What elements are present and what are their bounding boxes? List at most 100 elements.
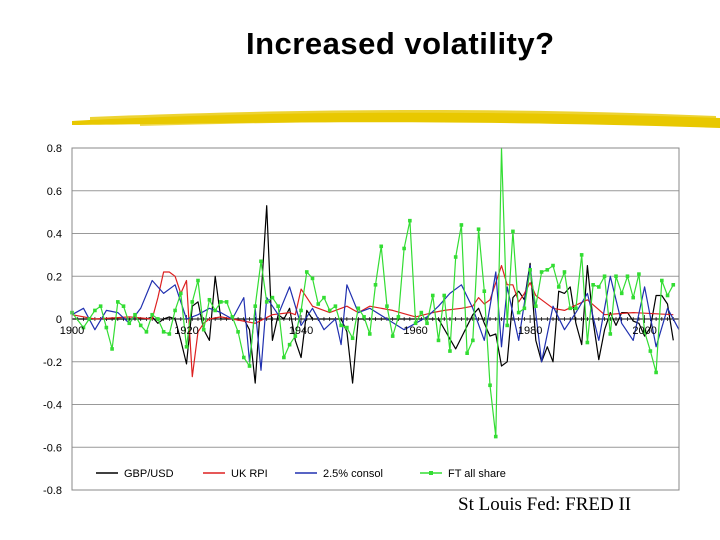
title-underline-stroke-3 xyxy=(140,116,700,127)
plot-border xyxy=(71,147,680,491)
source-note: St Louis Fed: FRED II xyxy=(458,494,632,515)
data-point xyxy=(619,291,624,296)
data-point xyxy=(207,297,212,302)
data-point xyxy=(511,229,515,234)
y-tick-label: -0.6 xyxy=(43,442,62,454)
data-point xyxy=(230,315,235,319)
data-point xyxy=(241,355,246,360)
data-point xyxy=(539,270,544,274)
legend-item-ft-all-share: FT all share xyxy=(420,468,506,480)
data-point xyxy=(545,268,550,272)
data-point xyxy=(173,308,177,313)
data-point xyxy=(579,253,584,257)
data-point xyxy=(144,330,149,334)
data-point xyxy=(270,295,275,300)
y-tick-label: 0 xyxy=(56,314,62,326)
data-point xyxy=(671,283,676,287)
data-point xyxy=(471,338,475,343)
legend-label: GBP/USD xyxy=(124,468,174,480)
data-point xyxy=(253,304,258,308)
data-point xyxy=(201,327,206,332)
data-point xyxy=(236,330,240,334)
data-point xyxy=(574,306,578,311)
plot-border-layer xyxy=(71,147,680,491)
data-point xyxy=(98,304,103,308)
data-point xyxy=(402,246,406,251)
data-point xyxy=(408,218,412,223)
series-line-2-5-consol xyxy=(71,265,680,371)
y-tick-label: 0.8 xyxy=(47,143,62,155)
data-point xyxy=(556,285,561,289)
data-point xyxy=(104,325,109,330)
y-tick-label: 0.2 xyxy=(47,271,62,283)
data-point xyxy=(224,300,229,304)
data-point xyxy=(293,334,298,338)
data-point xyxy=(534,304,538,308)
data-point xyxy=(390,334,395,338)
data-point xyxy=(585,340,590,345)
data-point xyxy=(562,270,567,274)
data-point xyxy=(419,310,424,315)
data-point xyxy=(219,300,223,304)
x-tick-labels: 1900 1920 1940 1960 1980 2000 xyxy=(60,325,657,337)
data-point xyxy=(333,304,338,308)
data-point xyxy=(465,351,469,355)
data-point xyxy=(345,325,349,330)
data-point xyxy=(665,293,670,298)
data-point xyxy=(551,263,555,268)
data-point xyxy=(568,306,572,311)
y-tick-label: -0.4 xyxy=(43,400,62,412)
data-point xyxy=(608,332,613,336)
data-point xyxy=(373,283,378,287)
legend: GBP/USD UK RPI 2.5% consol FT all share xyxy=(96,468,506,480)
data-point xyxy=(362,315,366,319)
data-point xyxy=(81,325,86,330)
data-point xyxy=(436,338,441,343)
data-point xyxy=(339,323,343,328)
data-point xyxy=(453,255,458,259)
marker-layer xyxy=(70,218,676,439)
data-point xyxy=(413,321,418,326)
data-point xyxy=(110,347,114,351)
title-underline-stroke-2 xyxy=(90,109,716,122)
data-point xyxy=(448,349,452,353)
data-point xyxy=(425,321,429,326)
x-tick-label: 1900 xyxy=(60,325,84,337)
data-point xyxy=(660,278,664,283)
data-point xyxy=(356,306,361,311)
data-point xyxy=(631,295,635,300)
data-point xyxy=(121,304,126,308)
data-point xyxy=(304,270,309,274)
x-tick-label: 1960 xyxy=(403,325,427,337)
data-point xyxy=(367,332,372,336)
data-point xyxy=(637,272,641,276)
y-tick-label: -0.8 xyxy=(43,485,62,497)
data-point xyxy=(516,310,521,315)
data-point xyxy=(287,342,292,347)
data-point xyxy=(522,306,527,311)
data-point xyxy=(116,300,120,304)
data-point xyxy=(264,300,269,304)
data-point xyxy=(350,336,355,341)
title-underline xyxy=(72,109,720,128)
x-tick-label: 1940 xyxy=(289,325,313,337)
legend-item-2-5-consol: 2.5% consol xyxy=(295,468,383,480)
legend-marker xyxy=(429,471,433,475)
series-line-gbp-usd xyxy=(72,205,674,384)
data-point xyxy=(138,323,143,328)
legend-label: 2.5% consol xyxy=(323,468,383,480)
data-point xyxy=(87,317,91,321)
data-point xyxy=(385,304,389,308)
x-tick-label: 1920 xyxy=(174,325,198,337)
series-layer xyxy=(71,147,680,438)
legend-label: FT all share xyxy=(448,468,506,480)
data-point xyxy=(602,274,607,279)
data-point xyxy=(310,276,315,281)
data-point xyxy=(591,283,595,287)
y-tick-label: 0.4 xyxy=(47,229,62,241)
data-point xyxy=(299,308,303,313)
data-point xyxy=(505,323,510,328)
data-point xyxy=(196,278,200,283)
legend-item-uk-rpi: UK RPI xyxy=(203,468,268,480)
